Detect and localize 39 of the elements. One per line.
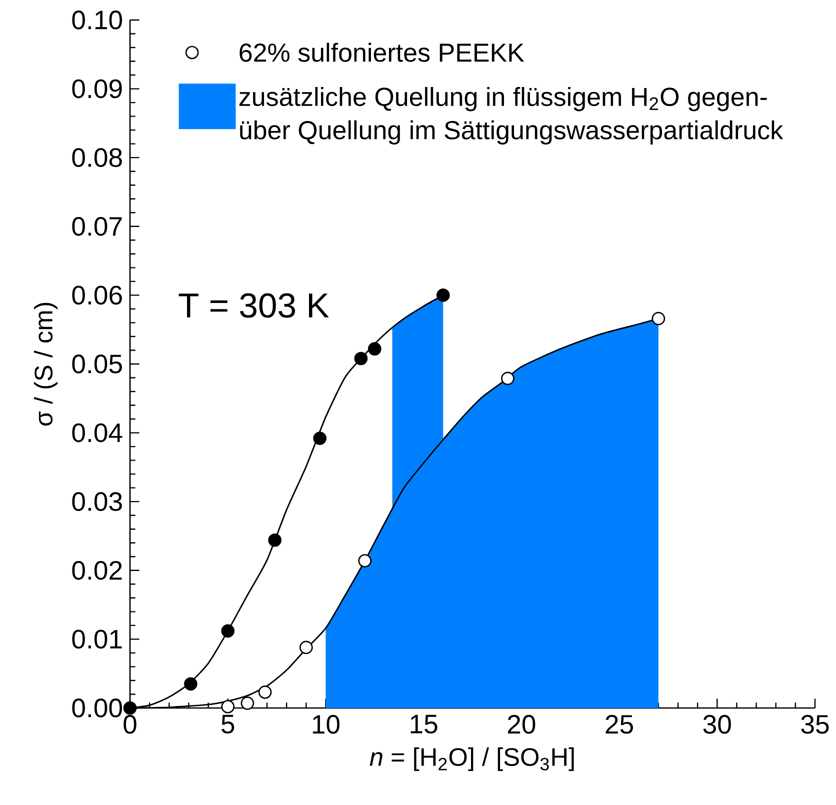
y-tick-label: 0.07 xyxy=(72,216,122,236)
x-tick-label: 5 xyxy=(222,714,234,734)
y-tick-label: 0.08 xyxy=(72,148,122,168)
point xyxy=(258,685,272,699)
point xyxy=(221,700,235,714)
x-tick-label: 30 xyxy=(703,714,731,734)
x-axis-title: n = [H$_{2}$O] / [SO$_{3}$H] xyxy=(370,747,574,772)
y-tick-label: 0.09 xyxy=(72,79,122,98)
point xyxy=(221,624,235,638)
point xyxy=(299,640,313,654)
point xyxy=(184,677,198,691)
y-tick-label: 0.05 xyxy=(72,354,122,374)
x-tick-label: 25 xyxy=(606,714,633,734)
y-tick-label: 0.10 xyxy=(72,10,122,30)
x-tick-label: 35 xyxy=(801,714,829,734)
y-axis-title: σ / (S / cm) xyxy=(34,302,58,426)
point xyxy=(354,352,368,366)
x-tick-label: 20 xyxy=(508,714,536,734)
y-tick-label: 0.01 xyxy=(72,630,122,649)
point xyxy=(368,342,382,356)
point xyxy=(501,372,514,386)
point xyxy=(313,432,327,445)
y-tick-label: 0.02 xyxy=(72,560,122,580)
point xyxy=(652,312,666,326)
point xyxy=(358,554,372,568)
y-tick-label: 0.00 xyxy=(72,698,122,718)
point xyxy=(436,288,450,302)
x-tick-label: 15 xyxy=(410,714,438,734)
y-tick-label: 0.03 xyxy=(72,492,122,512)
x-tick-label: 0 xyxy=(124,714,136,734)
legend-label: zusätzliche Quellung in flüssigem H$_{2}$O gegen- über Quellung im Sättigungswasserpartialdruck xyxy=(239,86,784,145)
point xyxy=(240,696,254,710)
point xyxy=(123,701,137,715)
y-tick-label: 0.06 xyxy=(72,286,122,305)
legend-label: 62% sulfoniertes PEEKK xyxy=(240,42,524,62)
x-tick-label: 10 xyxy=(312,714,340,734)
annotation: T = 303 K xyxy=(178,293,329,318)
point xyxy=(268,533,282,547)
y-tick-label: 0.04 xyxy=(72,423,122,442)
